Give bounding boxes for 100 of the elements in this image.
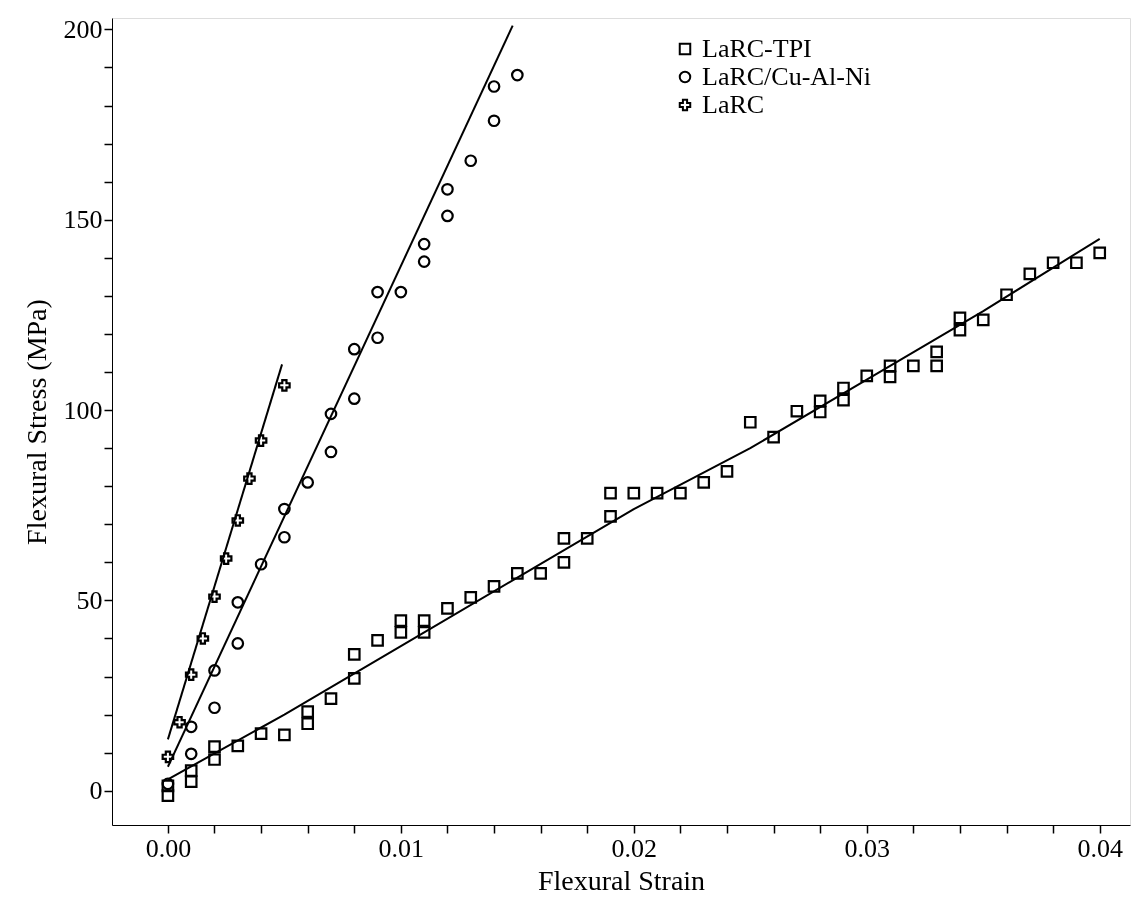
point [208,701,221,715]
point [697,476,711,489]
point [347,672,361,685]
x-tick-label: 0.03 [844,833,891,863]
point [208,664,221,677]
point [1093,246,1107,260]
point [534,567,547,580]
point [510,68,524,82]
legend-label: LaRC/Cu-Al-Ni [702,62,871,91]
point [278,502,291,516]
point [790,404,804,418]
point [1070,256,1083,270]
legend-label: LaRC [702,90,765,119]
point [417,237,431,251]
point [767,430,780,444]
x-tick-label: 0.02 [611,833,658,863]
y-tick-label: 50 [76,585,103,615]
point [487,80,501,93]
point [278,378,291,392]
point [417,614,431,627]
point [487,114,501,128]
point [650,486,664,500]
point [580,532,594,545]
point [976,313,990,327]
point [1023,267,1037,281]
x-axis-title: Flexural Strain [537,864,706,896]
point [627,486,641,500]
y-tick-label: 200 [63,14,103,44]
point [184,720,198,734]
point [231,514,245,527]
point [394,626,408,639]
x-tick-label: 0.04 [1077,833,1123,863]
point [324,407,338,421]
point [324,445,338,459]
y-tick-label: 0 [89,776,103,806]
point [1046,256,1060,270]
point [231,595,245,609]
point [813,394,827,408]
point [837,393,850,407]
point [953,323,967,337]
point [243,472,256,485]
point [254,727,268,740]
point [184,775,198,788]
point [417,255,431,268]
point [161,750,175,764]
point [173,715,186,729]
point [813,405,827,419]
point [347,392,361,405]
point [930,359,943,373]
point [184,764,198,777]
point [417,626,431,639]
point [161,789,175,803]
point [347,648,361,661]
point [557,532,571,545]
y-axis-title: Flexural Stress (MPa) [20,299,52,545]
point [324,692,338,705]
point [953,311,967,325]
point [883,370,897,384]
point [510,567,524,580]
point [441,182,454,196]
point [301,717,315,731]
point [464,154,478,168]
point [254,434,268,447]
point [219,552,233,565]
point [674,486,687,500]
point [371,285,384,299]
point [196,632,210,645]
y-tick-label: 100 [63,395,103,425]
point [464,591,478,604]
point [837,381,850,395]
point [883,359,897,373]
point [371,634,384,647]
point [278,728,291,742]
point [184,747,198,761]
point [487,579,501,593]
x-tick-label: 0.00 [145,833,192,863]
point [347,342,361,356]
point [557,556,571,569]
point [604,486,617,500]
point [604,509,617,523]
point [394,285,408,299]
point [720,465,734,478]
point [231,637,245,650]
point [254,557,268,571]
point [930,345,943,359]
point [208,753,221,766]
point [441,602,454,615]
point [231,739,245,753]
point [1000,288,1013,302]
x-tick-label: 0.01 [378,833,425,863]
point [371,331,384,345]
point [208,740,221,753]
point [907,359,920,373]
point [860,369,874,383]
y-tick-label: 150 [63,205,103,235]
point [301,705,315,718]
point [441,209,454,223]
point [394,614,408,627]
point [208,590,221,603]
point [278,530,291,544]
